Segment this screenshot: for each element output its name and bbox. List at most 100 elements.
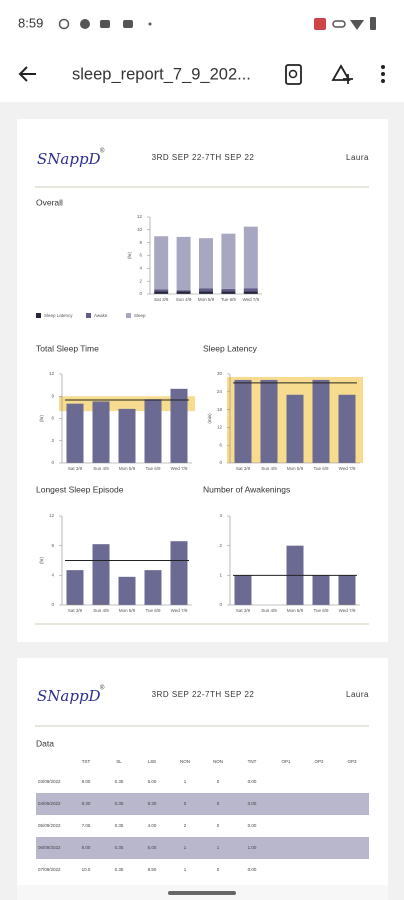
x-tick-label: Tue 6/9 <box>221 297 237 302</box>
legend-swatch <box>126 313 131 318</box>
y-tick-label: 0 <box>51 602 54 607</box>
table-cell: 06/09/2022 <box>38 845 61 850</box>
legend-label: Sleep <box>134 313 146 318</box>
table-cell: 7.05 <box>82 823 91 828</box>
column-header: SL <box>116 759 122 764</box>
x-tick-label: Wed 7/9 <box>339 608 356 613</box>
legend-swatch <box>36 313 41 318</box>
y-tick-label: 0 <box>139 291 142 296</box>
table-cell: 0 <box>184 801 187 806</box>
y-tick-label: 10 <box>137 227 143 232</box>
column-header: TST <box>82 759 91 764</box>
bar <box>118 576 136 605</box>
bar <box>92 544 110 605</box>
report-dates: 3RD SEP 22-7TH SEP 22 <box>152 153 255 162</box>
y-tick-label: 0 <box>219 460 222 465</box>
x-tick-label: Sat 3/9 <box>154 297 169 302</box>
y-tick-label: 30 <box>217 371 223 376</box>
add-to-drive[interactable] <box>331 64 353 84</box>
x-tick-label: Sun 4/9 <box>261 608 277 613</box>
y-tick-label: 9 <box>51 393 54 398</box>
bar-segment <box>176 236 191 291</box>
table-cell: 0.00 <box>248 823 257 828</box>
bar <box>260 379 278 463</box>
bar <box>66 403 84 463</box>
column-header: TNT <box>248 759 257 764</box>
bar-segment <box>199 238 213 289</box>
table-cell: 5.00 <box>148 779 157 784</box>
bar <box>170 541 188 605</box>
column-header: NON <box>180 759 190 764</box>
gesture-bar[interactable] <box>168 891 236 895</box>
table-cell: 10.0 <box>82 867 91 872</box>
y-tick-label: 2 <box>139 278 142 283</box>
x-tick-label: Wed 7/9 <box>171 608 188 613</box>
status-bar <box>0 0 404 46</box>
bar <box>312 575 330 605</box>
more-menu[interactable] <box>381 65 385 83</box>
y-tick-label: 6 <box>219 442 222 447</box>
table-cell: 0.35 <box>115 867 124 872</box>
bar <box>170 388 188 463</box>
x-tick-label: Sun 4/9 <box>176 297 192 302</box>
bar-segment <box>243 291 258 294</box>
logo: SNappD <box>37 150 101 168</box>
x-tick-label: Wed 7/9 <box>339 466 356 471</box>
y-tick-label: 12 <box>137 214 143 219</box>
chart-title: Overall <box>36 197 63 207</box>
y-tick-label: 0 <box>51 460 54 465</box>
y-tick-label: 8 <box>139 240 142 245</box>
bar <box>144 399 162 463</box>
table-cell: 0.35 <box>115 845 124 850</box>
x-tick-label: Sat 3/9 <box>236 608 251 613</box>
bar-segment <box>154 291 169 294</box>
table-cell: 1 <box>184 779 187 784</box>
table-cell: 0 <box>217 801 220 806</box>
bar-segment <box>221 288 236 292</box>
table-cell: 8.00 <box>82 845 91 850</box>
y-tick-label: 4 <box>51 573 54 578</box>
table-cell: 0.35 <box>115 779 124 784</box>
y-tick-label: 12 <box>49 513 55 518</box>
back-button[interactable] <box>18 66 36 82</box>
y-axis-label: (hr) <box>127 252 132 259</box>
status-time: 8:59 <box>18 15 43 30</box>
y-tick-label: 6 <box>139 253 142 258</box>
table-cell: 8.30 <box>148 801 157 806</box>
column-header: NON <box>213 759 223 764</box>
y-tick-label: 4 <box>139 266 142 271</box>
table-cell: 0.00 <box>248 779 257 784</box>
table-cell: 0.00 <box>248 867 257 872</box>
x-tick-label: Tue 6/9 <box>145 466 161 471</box>
chart-title: Total Sleep Time <box>36 343 99 353</box>
table-cell: 0.00 <box>248 801 257 806</box>
bar-segment <box>243 226 258 289</box>
column-header: OP3 <box>347 759 357 764</box>
table-cell: 03/09/2022 <box>38 779 61 784</box>
x-tick-label: Tue 6/9 <box>145 608 161 613</box>
y-tick-label: 12 <box>217 425 223 430</box>
y-tick-label: 3 <box>219 513 222 518</box>
table-cell: 04/09/2022 <box>38 801 61 806</box>
table-cell: 0 <box>217 867 220 872</box>
y-tick-label: 3 <box>51 438 54 443</box>
logo-mark: ® <box>100 685 105 692</box>
x-tick-label: Sun 4/9 <box>93 466 109 471</box>
legend-swatch <box>86 313 91 318</box>
column-header: OP1 <box>281 759 291 764</box>
logo: SNappD <box>37 687 101 705</box>
report-header: SNappD ® 3RD SEP 22-7TH SEP 22 Laura <box>35 148 369 188</box>
charts: Overall (hr) 0 2 4 6 8 10 12 Sat 3/9 Sun 4/9 Mon 5/… <box>36 197 363 613</box>
chart-title: Sleep Latency <box>203 343 258 353</box>
bar-segment <box>221 291 236 294</box>
search-in-document[interactable] <box>285 64 302 85</box>
bar <box>338 394 356 463</box>
bar <box>338 575 356 605</box>
x-tick-label: Mon 5/9 <box>119 466 136 471</box>
x-tick-label: Tue 6/9 <box>313 608 329 613</box>
table-cell: 4.00 <box>148 823 157 828</box>
x-tick-label: Sat 3/9 <box>68 466 83 471</box>
patient-name: Laura <box>346 153 369 162</box>
y-tick-label: 12 <box>49 371 55 376</box>
